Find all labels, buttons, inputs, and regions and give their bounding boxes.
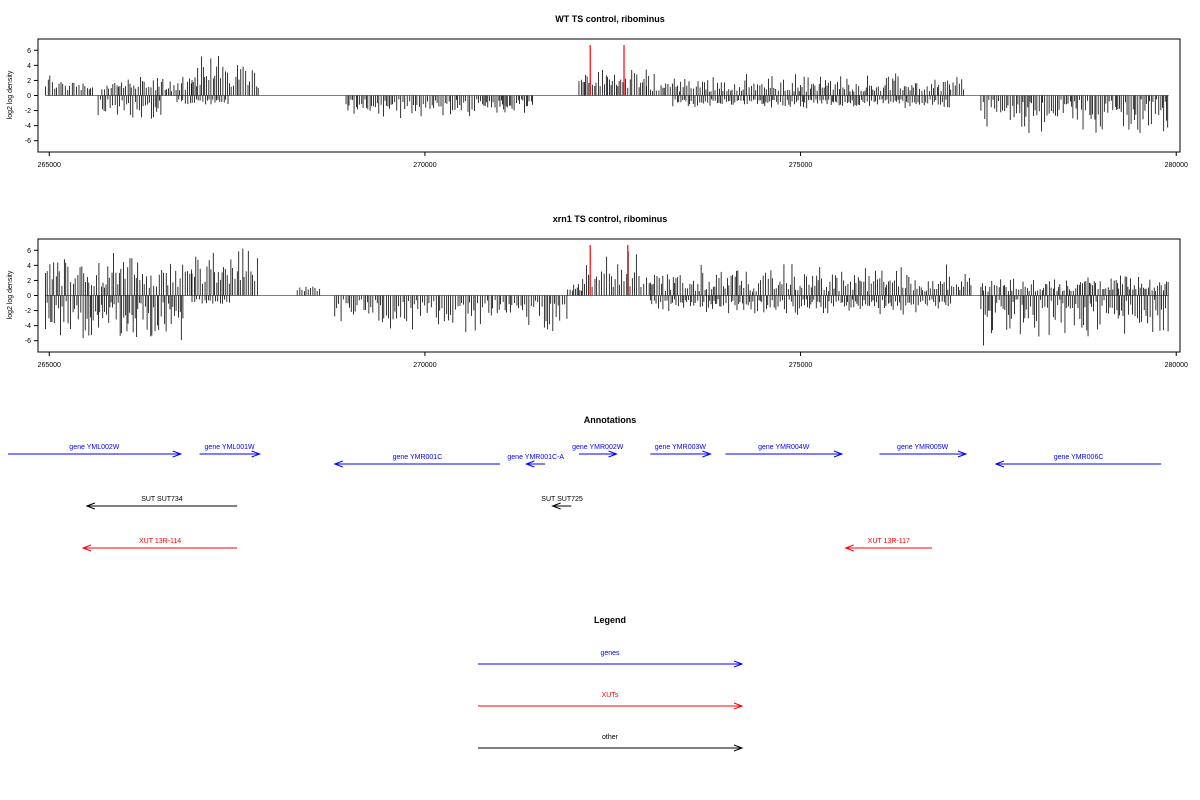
annotations-track: Annotations gene YML002W gene YML001Wgene… bbox=[7, 415, 1162, 552]
x-tick-label: 265000 bbox=[38, 162, 61, 169]
feature-arrow-head bbox=[844, 544, 854, 552]
xrn1-y-axis-label: log2 log density bbox=[7, 270, 14, 319]
feature-arrow-head bbox=[172, 450, 183, 458]
xrn1-highlight-bars bbox=[589, 245, 629, 296]
feature-arrow-head bbox=[733, 702, 744, 710]
legend-entry-label: XUTs bbox=[602, 692, 619, 699]
annotation-feature: gene YML001W bbox=[199, 444, 262, 458]
annotation-label: gene YMR006C bbox=[1054, 454, 1104, 461]
wt-density-panel: WT TS control, ribominus log2 log densit… bbox=[7, 14, 1188, 169]
feature-arrow-head bbox=[81, 544, 92, 552]
y-tick-label: -2 bbox=[25, 108, 31, 115]
x-tick-label: 275000 bbox=[789, 162, 812, 169]
annotation-label: gene YMR004W bbox=[758, 444, 810, 451]
legend-entry: other bbox=[478, 734, 744, 752]
y-tick-label: 4 bbox=[27, 63, 31, 70]
annotation-feature: XUT 13R-114 bbox=[81, 538, 238, 552]
annotation-label: gene YMR002W bbox=[572, 444, 624, 451]
y-tick-label: 2 bbox=[27, 78, 31, 85]
x-tick-label: 265000 bbox=[38, 362, 61, 369]
annotation-feature: gene YML002W bbox=[7, 444, 183, 458]
x-tick-label: 280000 bbox=[1165, 362, 1188, 369]
annotation-feature: SUT SUT734 bbox=[85, 496, 238, 510]
y-tick-label: -4 bbox=[25, 123, 31, 130]
feature-arrow-head bbox=[524, 460, 535, 468]
annotation-label: XUT 13R-117 bbox=[868, 538, 910, 545]
y-tick-label: 4 bbox=[27, 263, 31, 270]
feature-arrow-head bbox=[994, 460, 1005, 468]
annotation-feature: gene YMR005W bbox=[879, 444, 968, 458]
y-tick-label: 6 bbox=[27, 248, 31, 255]
annotation-label: SUT SUT725 bbox=[541, 496, 583, 503]
x-tick-label: 270000 bbox=[413, 162, 436, 169]
annotation-feature: gene YMR004W bbox=[725, 444, 844, 458]
y-tick-label: 6 bbox=[27, 48, 31, 55]
legend-entry: genes bbox=[478, 650, 744, 668]
wt-density-bars bbox=[45, 55, 1169, 134]
annotation-label: gene YMR001C bbox=[393, 454, 443, 461]
wt-y-axis-label: log2 log density bbox=[7, 70, 14, 119]
xrn1-density-panel: xrn1 TS control, ribominus log2 log dens… bbox=[7, 214, 1188, 369]
feature-arrow-head bbox=[733, 660, 744, 668]
annotations-title: Annotations bbox=[584, 415, 637, 425]
feature-arrow-head bbox=[333, 460, 343, 468]
wt-x-axis: 265000 270000 275000 280000 bbox=[38, 152, 1188, 169]
feature-arrow-head bbox=[551, 502, 561, 510]
annotation-feature: SUT SUT725 bbox=[541, 496, 583, 510]
feature-arrow-head bbox=[733, 744, 744, 752]
x-tick-label: 270000 bbox=[413, 362, 436, 369]
feature-arrow-head bbox=[608, 450, 618, 458]
legend-title: Legend bbox=[594, 615, 626, 625]
xrn1-y-axis: -6 -4 -2 0 2 4 6 bbox=[25, 248, 38, 345]
annotation-feature: gene YMR001C-A bbox=[507, 454, 564, 468]
wt-panel-title: WT TS control, ribominus bbox=[555, 14, 665, 24]
annotation-features: gene YML002W gene YML001W gene YMR001C gene… bbox=[7, 444, 1162, 552]
x-tick-label: 275000 bbox=[789, 362, 812, 369]
annotation-feature: gene YMR001C bbox=[333, 454, 501, 468]
y-tick-label: -6 bbox=[25, 138, 31, 145]
y-tick-label: 2 bbox=[27, 278, 31, 285]
xrn1-density-bars bbox=[45, 248, 1169, 346]
y-tick-label: 0 bbox=[27, 293, 31, 300]
legend-entries: genes XUTs other bbox=[478, 650, 744, 752]
wt-highlight-bars bbox=[589, 45, 625, 96]
feature-arrow-head bbox=[957, 450, 968, 458]
wt-y-axis: -6 -4 -2 0 2 4 6 bbox=[25, 48, 38, 145]
annotation-label: XUT 13R-114 bbox=[139, 538, 181, 545]
annotation-label: gene YML002W bbox=[69, 444, 119, 451]
annotation-feature: gene YMR006C bbox=[994, 454, 1162, 468]
feature-arrow-head bbox=[702, 450, 712, 458]
legend-entry-label: other bbox=[602, 734, 619, 741]
annotation-feature: XUT 13R-117 bbox=[844, 538, 933, 552]
feature-arrow-head bbox=[833, 450, 844, 458]
feature-arrow-head bbox=[85, 502, 96, 510]
feature-arrow-head bbox=[251, 450, 262, 458]
annotation-feature: gene YMR002W bbox=[572, 444, 624, 458]
x-tick-label: 280000 bbox=[1165, 162, 1188, 169]
annotation-label: gene YMR001C-A bbox=[507, 454, 564, 461]
xrn1-panel-title: xrn1 TS control, ribominus bbox=[553, 214, 668, 224]
legend-entry-label: genes bbox=[600, 650, 620, 657]
y-tick-label: -2 bbox=[25, 308, 31, 315]
annotation-label: gene YMR005W bbox=[897, 444, 949, 451]
legend-entry: XUTs bbox=[478, 692, 744, 710]
legend: Legend genes XUTs other bbox=[478, 615, 744, 752]
y-tick-label: -4 bbox=[25, 323, 31, 330]
y-tick-label: -6 bbox=[25, 338, 31, 345]
xrn1-x-axis: 265000 270000 275000 280000 bbox=[38, 352, 1188, 369]
annotation-label: SUT SUT734 bbox=[141, 496, 183, 503]
y-tick-label: 0 bbox=[27, 93, 31, 100]
annotation-label: gene YMR003W bbox=[655, 444, 707, 451]
annotation-feature: gene YMR003W bbox=[650, 444, 712, 458]
annotation-label: gene YML001W bbox=[205, 444, 255, 451]
